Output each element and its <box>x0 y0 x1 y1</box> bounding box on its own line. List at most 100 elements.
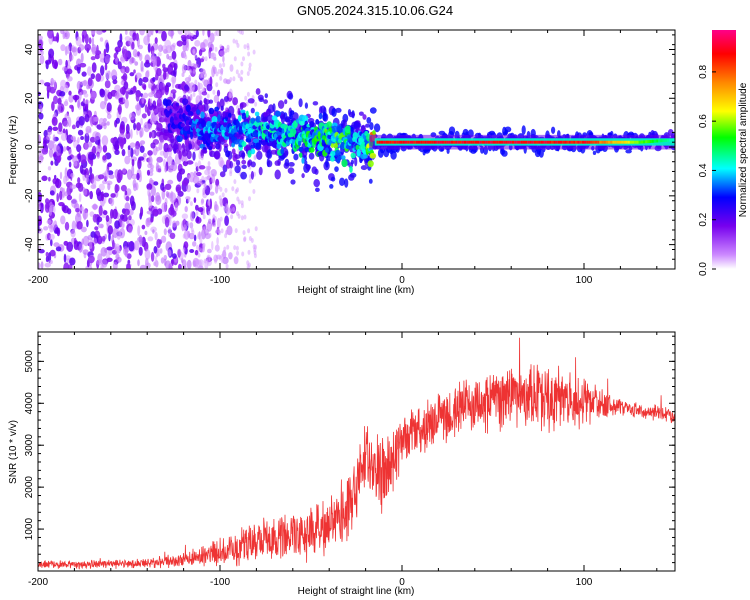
spectrogram-cell <box>109 197 115 207</box>
spectrogram-cell <box>143 35 150 46</box>
spectrogram-cell <box>90 56 96 61</box>
spectrogram-cell <box>360 125 366 131</box>
spectrogram-cell <box>299 152 303 158</box>
spectrogram-cell <box>112 79 118 85</box>
spectrogram-cell <box>194 249 199 256</box>
spectrogram-cell <box>221 192 225 198</box>
spectrogram-cell <box>197 252 201 258</box>
spectrogram-cell <box>240 109 246 114</box>
spectrogram-cell <box>89 190 93 200</box>
spectrogram-cell <box>263 99 268 104</box>
spectrogram-cell <box>184 84 189 91</box>
spectrogram-cell <box>233 256 239 265</box>
spectrogram-cell <box>147 150 153 156</box>
spectrogram-cell <box>51 116 58 127</box>
spectrogram-cell <box>612 140 615 144</box>
spectrogram-cell <box>149 98 153 107</box>
spectrogram-cell <box>658 139 661 143</box>
spectrogram-cell <box>129 142 136 148</box>
spectrogram-cell <box>52 153 57 158</box>
spectrogram-cell <box>195 265 199 269</box>
spectrogram-cell <box>287 167 295 175</box>
spectrogram-cell <box>107 162 112 168</box>
spectrogram-cell <box>59 91 66 97</box>
spectrogram-cell <box>220 228 224 234</box>
spectrogram-cell <box>101 30 107 33</box>
spectrogram-cell <box>540 140 543 144</box>
spectrogram-cell <box>160 87 165 96</box>
spectrogram-cell <box>312 101 319 106</box>
spectrogram-cell <box>58 122 63 132</box>
spectrogram-cell <box>252 189 256 194</box>
spectrogram-cell <box>114 46 122 53</box>
spectrogram-cell <box>77 182 84 192</box>
spectrogram-cell <box>522 140 525 144</box>
spectrogram-cell <box>47 166 52 171</box>
spectrogram-cell <box>233 245 237 251</box>
spectrogram-cell <box>579 140 582 144</box>
spectrogram-cell <box>105 215 110 222</box>
spectrogram-cell <box>218 255 222 261</box>
spectrogram-cell <box>91 44 97 55</box>
spectrogram-cell <box>137 158 142 170</box>
spectrogram-frame <box>37 29 676 270</box>
spectrogram-cell <box>139 239 143 247</box>
spectrogram-cell <box>485 140 488 144</box>
spectrogram-cell <box>53 95 58 105</box>
spectrogram-cell <box>372 130 376 135</box>
spectrogram-cell <box>209 191 215 196</box>
spectrogram-cell <box>309 121 315 128</box>
spectrogram-cell <box>196 215 200 223</box>
spectrogram-cell <box>75 208 80 213</box>
spectrogram-cell <box>584 140 587 144</box>
spectrogram-cell <box>234 228 238 234</box>
spectrogram-cell <box>55 145 61 157</box>
spectrogram-cell <box>272 103 276 112</box>
spectrogram-cell <box>106 121 110 126</box>
spectrogram-cell <box>208 52 212 58</box>
spectrogram-cell <box>207 36 211 42</box>
spectrogram-cell <box>152 229 155 234</box>
spectrogram-cell <box>119 214 125 220</box>
spectrogram-cell <box>349 165 353 173</box>
spectrogram-cell <box>98 205 103 216</box>
spectrogram-cell <box>141 224 146 230</box>
spectrogram-cell <box>205 165 209 171</box>
spectrogram-cell <box>75 120 80 129</box>
spectrogram-cell <box>214 258 218 264</box>
spectrogram-cell <box>150 30 154 36</box>
spectrogram-cell <box>216 217 221 229</box>
spectrogram-cell <box>219 44 223 50</box>
spectrogram-cell <box>207 248 212 254</box>
spectrogram-cell <box>143 84 147 91</box>
spectrogram-cell <box>477 140 480 144</box>
spectrogram-cell <box>92 203 98 211</box>
spectrogram-cell <box>48 176 51 182</box>
spectrogram-cell <box>169 116 175 125</box>
spectrogram-cell <box>81 71 87 77</box>
spectrogram-cell <box>498 140 501 144</box>
spectrogram-cell <box>241 159 247 165</box>
spectrogram-cell <box>360 165 368 171</box>
spectrogram-cell <box>68 161 72 168</box>
spectrogram-cell <box>232 38 236 44</box>
spectrogram-cell <box>74 94 78 103</box>
spectrogram-cell <box>68 90 72 96</box>
spectrogram-cell <box>250 170 254 180</box>
spectrogram-cell <box>186 174 190 180</box>
spectrogram-cell <box>145 123 153 131</box>
spectrogram-cell <box>203 258 207 264</box>
spectrogram-cell <box>131 41 135 50</box>
spectrogram-cell <box>57 103 62 115</box>
spectrogram-cell <box>78 116 85 126</box>
spectrogram-cell <box>149 131 152 139</box>
spectrogram-cell <box>496 140 499 144</box>
spectrogram-cell <box>122 97 126 103</box>
spectrogram-cell <box>66 145 70 151</box>
spectrogram-cell <box>184 157 188 163</box>
spectrogram-cell <box>625 149 632 154</box>
spectrogram-cell <box>202 214 206 220</box>
spectrogram-ylabel: Frequency (Hz) <box>8 116 19 185</box>
spectrogram-cell <box>80 52 84 63</box>
